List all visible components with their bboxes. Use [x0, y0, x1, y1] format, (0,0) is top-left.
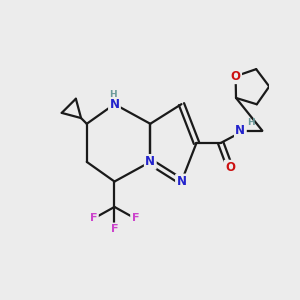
Text: H: H — [110, 90, 117, 99]
Text: O: O — [231, 70, 241, 83]
Text: N: N — [145, 155, 155, 168]
Text: N: N — [110, 98, 119, 111]
Text: H: H — [247, 118, 255, 127]
Text: F: F — [111, 224, 118, 234]
Text: F: F — [90, 214, 98, 224]
Text: N: N — [236, 124, 245, 137]
Text: F: F — [131, 214, 139, 224]
Text: O: O — [225, 161, 235, 174]
Text: N: N — [176, 175, 187, 188]
